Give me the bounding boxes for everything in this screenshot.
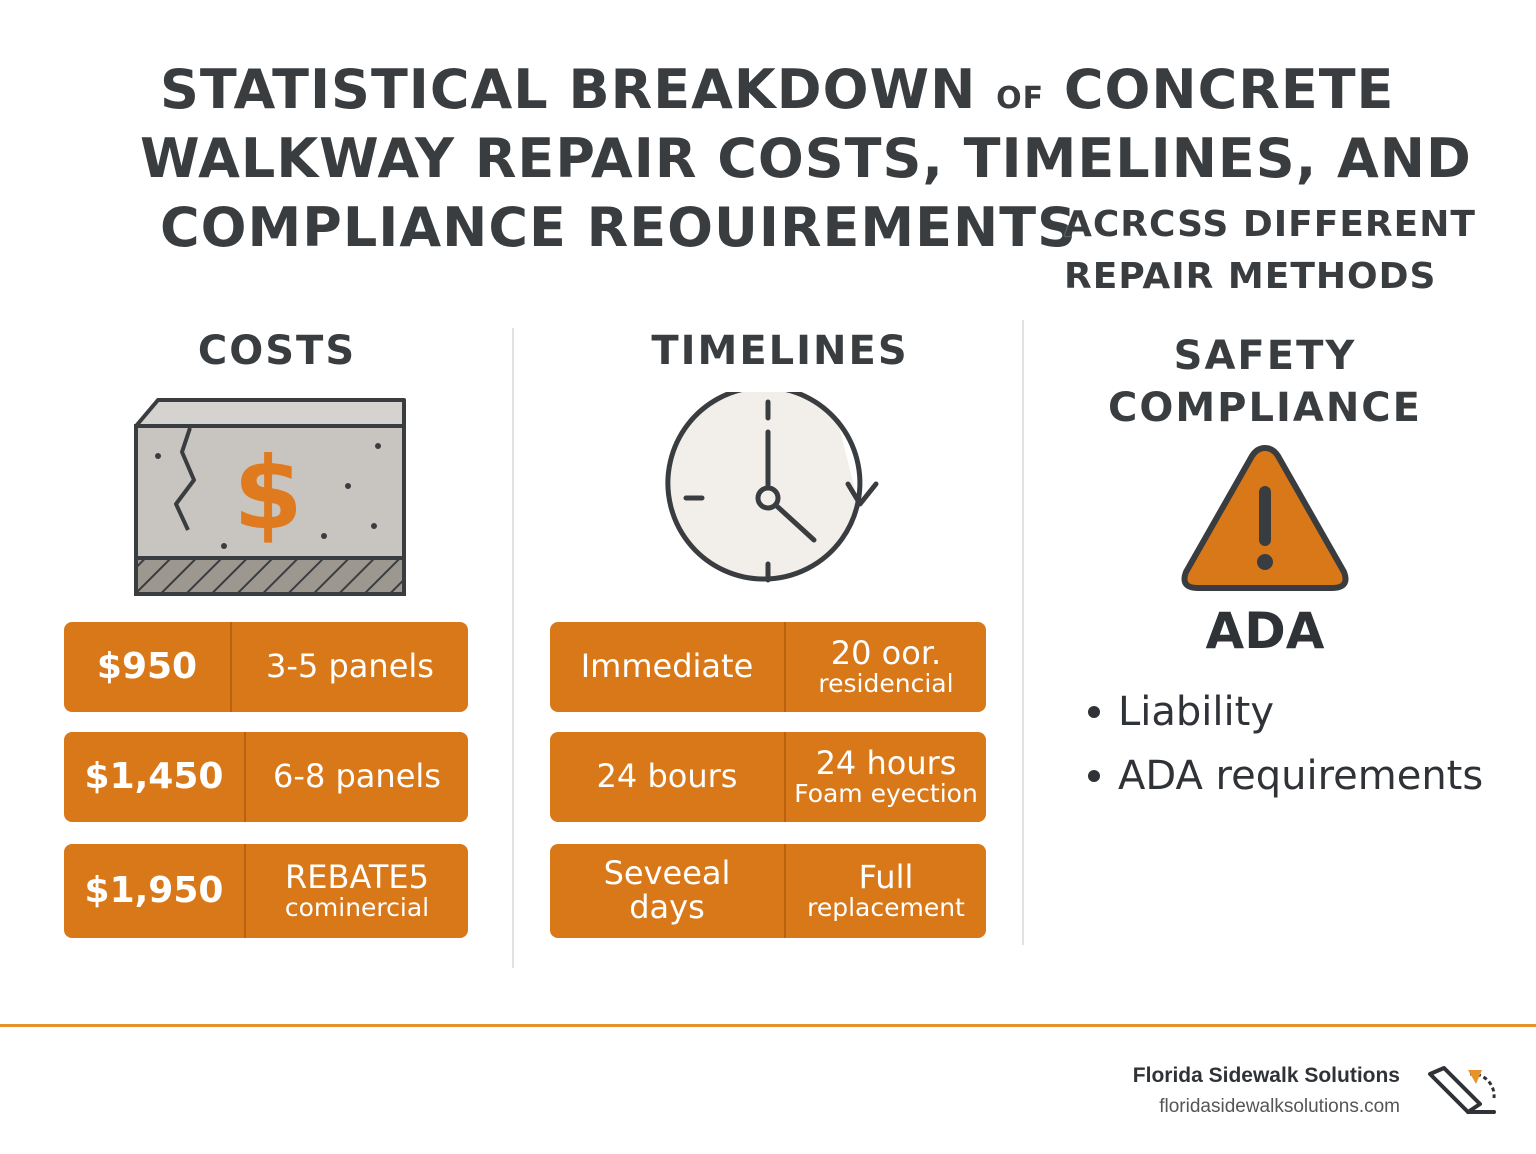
timelines-heading: TIMELINES — [651, 328, 909, 374]
brand-name: Florida Sidewalk Solutions — [1132, 1064, 1400, 1087]
cost-value: $1,450 — [84, 756, 224, 798]
title-line-1: STATISTICAL BREAKDOWN OF CONCRETE — [160, 58, 1394, 121]
timeline-row: Seveeal days Full replacement — [550, 844, 986, 938]
timeline-method-line2: Foam eyection — [794, 778, 978, 808]
cost-description: REBATE5 cominercial — [244, 844, 468, 938]
title-line-1a: STATISTICAL BREAKDOWN — [160, 58, 977, 121]
costs-heading: COSTS — [197, 328, 357, 374]
cost-value: $950 — [96, 646, 198, 688]
cost-description: 6-8 panels — [244, 732, 468, 822]
warning-triangle-icon — [1181, 445, 1349, 591]
timeline-method-line1: 24 hours — [815, 744, 957, 783]
title-line-3: COMPLIANCE REOUIREMENTS — [160, 196, 1077, 259]
bullet-text: Liability — [1118, 689, 1274, 735]
brand-block: Florida Sidewalk Solutions floridasidewa… — [1133, 1064, 1400, 1118]
timeline-method-line1: 20 oor. — [830, 634, 942, 673]
timeline-method-line1: Full — [858, 858, 914, 897]
timeline-method-line2: replacement — [807, 892, 965, 922]
sidewalk-logo-icon — [1428, 1066, 1496, 1114]
timeline-duration-line1: Seveeal — [603, 854, 731, 893]
timeline-method-line2: residencial — [818, 668, 954, 698]
timeline-method: 20 oor. residencial — [784, 622, 986, 712]
cost-description-line1: REBATE5 — [285, 858, 429, 897]
title-line-1b: CONCRETE — [1063, 58, 1395, 121]
timeline-duration: 24 bours — [596, 757, 738, 796]
safety-heading: SAFETY COMPLIANCE — [1100, 330, 1430, 434]
clock-icon — [665, 392, 879, 583]
bullet-text: ADA requirements — [1118, 753, 1484, 799]
list-item: ADA requirements — [1088, 744, 1483, 808]
bullet-dot — [1088, 706, 1100, 718]
svg-text:$: $ — [233, 435, 303, 552]
footer-divider — [0, 1024, 1536, 1027]
title-of: OF — [996, 81, 1045, 116]
column-divider — [512, 328, 514, 968]
cost-row: $1,950 REBATE5 cominercial — [64, 844, 468, 938]
safety-bullet-list: Liability ADA requirements — [1088, 680, 1483, 808]
cost-description-line2: cominercial — [284, 892, 430, 922]
title-line-2: WALKWAY REPAIR COSTS, TIMELINES, AND — [140, 127, 1472, 190]
timeline-method: Full replacement — [784, 844, 986, 938]
cost-row: $950 3-5 panels — [64, 622, 468, 712]
cost-value: $1,950 — [84, 870, 224, 912]
safety-heading-line2: COMPLIANCE — [1108, 385, 1422, 431]
brand-url: floridasidewalksolutions.com — [1159, 1096, 1400, 1117]
title-sub-2: REPAIR METHODS — [1064, 256, 1437, 297]
list-item: Liability — [1088, 680, 1483, 744]
safety-heading-line1: SAFETY — [1173, 333, 1357, 379]
cracked-concrete-dollar-icon: $ — [134, 398, 406, 596]
cost-row: $1,450 6-8 panels — [64, 732, 468, 822]
column-divider — [1022, 320, 1024, 945]
timeline-duration-line2: days — [629, 888, 705, 926]
timeline-duration: Immediate — [580, 647, 754, 686]
ada-label: ADA — [1205, 602, 1325, 660]
timeline-duration: Seveeal days — [550, 844, 784, 938]
title-sub-1: ACRCSS DIFFERENT — [1064, 204, 1476, 245]
timeline-method: 24 hours Foam eyection — [784, 732, 986, 822]
bullet-dot — [1088, 770, 1100, 782]
timeline-row: Immediate 20 oor. residencial — [550, 622, 986, 712]
timeline-row: 24 bours 24 hours Foam eyection — [550, 732, 986, 822]
cost-description: 3-5 panels — [230, 622, 468, 712]
